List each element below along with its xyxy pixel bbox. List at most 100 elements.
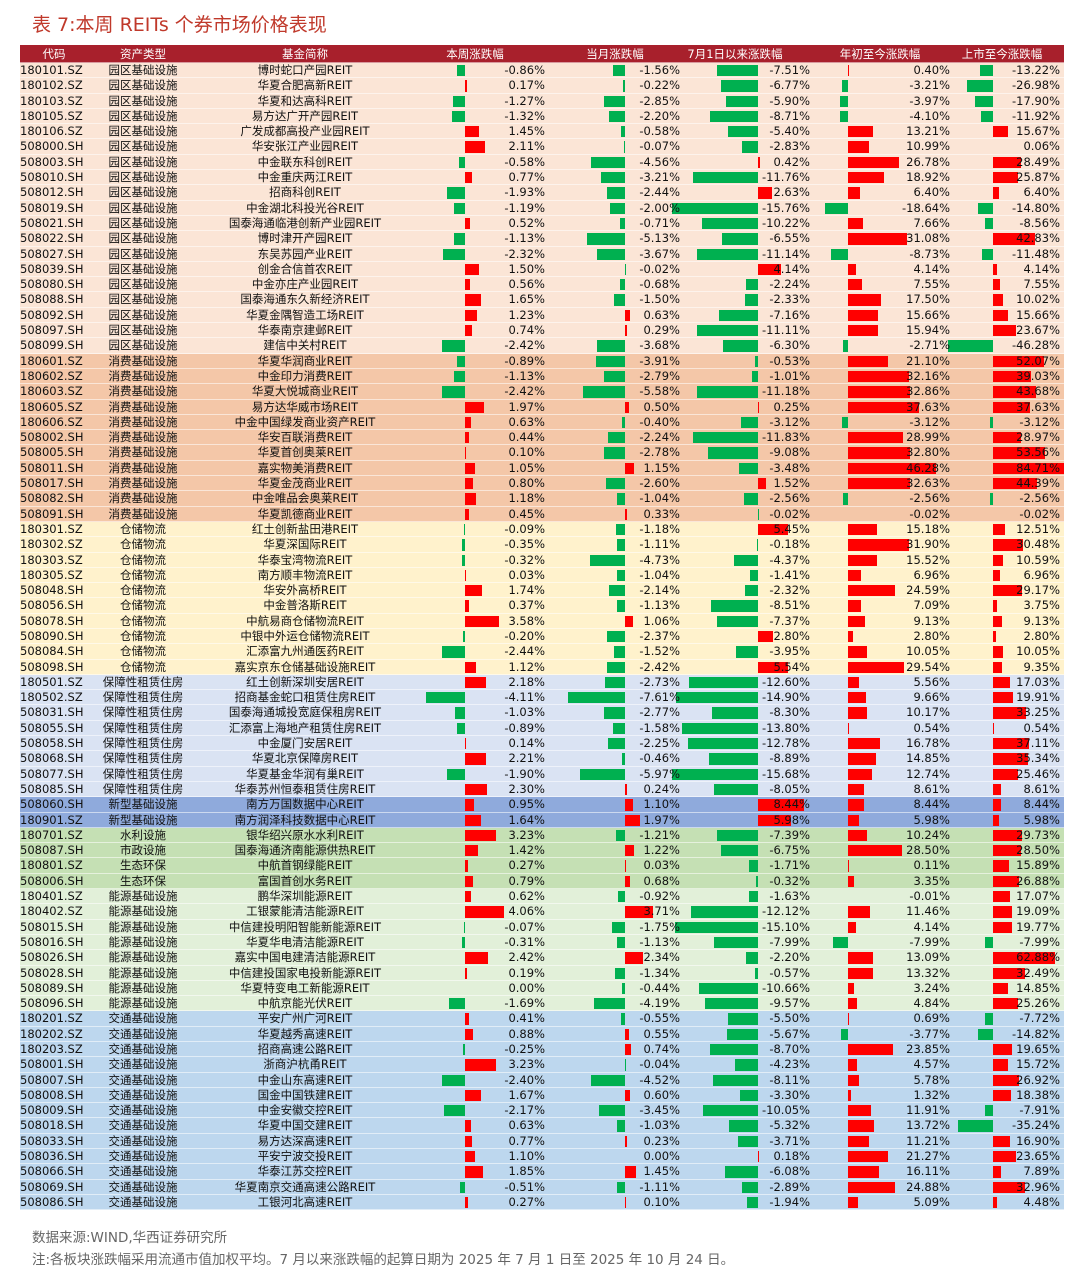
fund-code: 508039.SH [20,261,84,276]
value-bar [993,982,1008,995]
value-bar [848,738,880,750]
value-bar [993,1074,1020,1086]
value-label: -5.58% [639,384,680,399]
fund-name: 银华绍兴原水水利REIT [246,827,364,842]
value-bar [465,1089,481,1102]
value-label: -0.09% [504,521,545,536]
fund-name: 华夏金茂商业REIT [257,476,353,491]
value-label: 8.44% [773,797,810,812]
fund-code: 508066.SH [20,1164,84,1179]
fund-code: 508009.SH [20,1103,84,1118]
value-bar [993,1151,1017,1163]
value-bar [465,478,473,490]
value-label: -0.02% [769,506,810,521]
value-label: 7.66% [913,215,950,230]
value-label: -1.13% [639,934,680,949]
value-label: 0.25% [773,399,810,414]
asset-type: 仓储物流 [120,583,166,598]
asset-type: 交通基础设施 [108,1042,178,1056]
asset-type: 生态环保 [120,858,166,873]
value-label: -3.30% [769,1087,810,1102]
value-label: 37.63% [1016,399,1060,414]
value-label: 2.80% [1023,628,1060,643]
value-label: -5.50% [769,1011,810,1026]
fund-code: 180103.SZ [20,93,83,108]
value-label: 0.56% [508,277,545,292]
value-label: 0.00% [643,1149,680,1164]
fund-name: 华安张江产业园REIT [251,139,359,154]
fund-name: 招商高速公路REIT [257,1042,353,1056]
value-bar [742,141,758,153]
value-label: -9.08% [769,445,810,460]
fund-code: 508087.SH [20,843,84,858]
value-bar [714,936,758,949]
fund-name: 工银河北高速REIT [257,1194,353,1209]
value-bar [984,217,993,230]
value-label: 26.92% [1016,1072,1060,1087]
table-row: 180203.SZ 交通基础设施 招商高速公路REIT -0.25% 0.74% -8.7… [20,1042,1064,1058]
value-bar [465,1196,468,1209]
value-label: 7.55% [913,277,950,292]
value-label: 84.71% [1016,460,1060,475]
value-bar [758,156,761,169]
value-bar [465,1013,469,1025]
value-bar [465,600,469,612]
value-label: 2.80% [913,628,950,643]
value-bar [728,1120,758,1132]
value-bar [739,1089,758,1102]
value-bar [848,875,855,888]
value-bar [465,875,473,888]
table-row: 508027.SH 园区基础设施 东吴苏园产业REIT -2.32% -3.67% -11… [20,246,1064,262]
value-bar [993,707,1026,719]
asset-type: 园区基础设施 [108,323,178,338]
value-bar [993,630,996,643]
value-bar [465,753,486,765]
value-label: 0.63% [643,307,680,322]
fund-name: 易方达深高速REIT [257,1133,353,1148]
fund-code: 508055.SH [20,720,84,735]
value-bar [993,233,1035,245]
value-label: -1.04% [639,491,680,506]
value-label: 0.11% [913,858,950,873]
value-bar [465,263,480,276]
value-label: -1.32% [504,108,545,123]
value-label: -2.56% [769,491,810,506]
value-label: 11.91% [906,1103,950,1118]
fund-code: 180901.SZ [20,812,83,827]
value-bar [464,921,465,933]
value-bar [580,768,625,780]
fund-code: 180603.SZ [20,384,83,399]
value-label: -17.90% [1012,93,1060,108]
value-label: 35.34% [1016,751,1060,766]
value-label: -4.19% [639,996,680,1011]
value-label: -5.13% [639,231,680,246]
table-row: 508090.SH 仓储物流 中银中外运仓储物流REIT -0.20% -2.37% 2.… [20,628,1064,645]
table-row: 508068.SH 保障性租赁住房 华夏北京保障房REIT 2.21% -0.46% -8… [20,751,1064,767]
value-label: -8.71% [769,108,810,123]
value-label: -7.72% [1019,1011,1060,1026]
reits-price-table: 代码 资产类型 基金简称 本周涨跌幅 当月涨跌幅 7月1日以来涨跌幅 年初至今涨… [20,45,1064,1211]
asset-type: 新型基础设施 [108,797,178,812]
value-label: -0.86% [504,63,545,77]
value-label: 0.23% [643,1133,680,1148]
asset-type: 交通基础设施 [108,1149,178,1164]
header-asset-type: 资产类型 [120,47,166,61]
value-bar [616,1181,625,1193]
value-label: 32.63% [906,476,950,491]
fund-code: 508002.SH [20,430,84,445]
fund-code: 180105.SZ [20,108,83,123]
fund-name: 华夏合肥高新REIT [257,78,353,93]
value-bar [465,585,482,597]
value-bar [613,65,625,77]
value-bar [848,1135,870,1148]
asset-type: 交通基础设施 [108,1164,178,1179]
fund-code: 180106.SZ [20,124,83,139]
fund-code: 508033.SH [20,1133,84,1148]
fund-code: 508091.SH [20,506,84,521]
fund-code: 508019.SH [20,200,84,215]
value-label: 6.96% [913,567,950,582]
value-bar [459,156,465,169]
value-bar [672,768,758,780]
table-title: 表 7:本周 REITs 个券市场价格表现 [32,14,327,36]
value-label: 0.27% [508,1194,545,1209]
